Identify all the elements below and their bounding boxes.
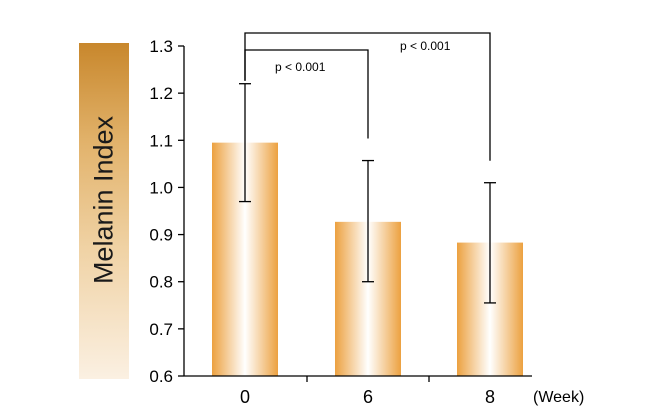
y-tick-label: 0.7 <box>149 320 173 339</box>
y-tick-label: 1.0 <box>149 178 173 197</box>
significance-label: p < 0.001 <box>400 39 451 53</box>
y-axis-label-box <box>79 43 129 379</box>
y-tick-label: 1.1 <box>149 131 173 150</box>
y-tick-label: 0.6 <box>149 367 173 386</box>
x-tick-label: 0 <box>240 387 250 407</box>
x-tick-label: 6 <box>363 387 373 407</box>
x-axis-title: (Week) <box>533 389 584 406</box>
y-tick-label: 1.2 <box>149 84 173 103</box>
y-tick-label: 0.9 <box>149 226 173 245</box>
x-tick-label: 8 <box>485 387 495 407</box>
significance-label: p < 0.001 <box>275 60 326 74</box>
y-tick-label: 1.3 <box>149 37 173 56</box>
y-tick-label: 0.8 <box>149 273 173 292</box>
significance-bracket <box>244 32 491 161</box>
